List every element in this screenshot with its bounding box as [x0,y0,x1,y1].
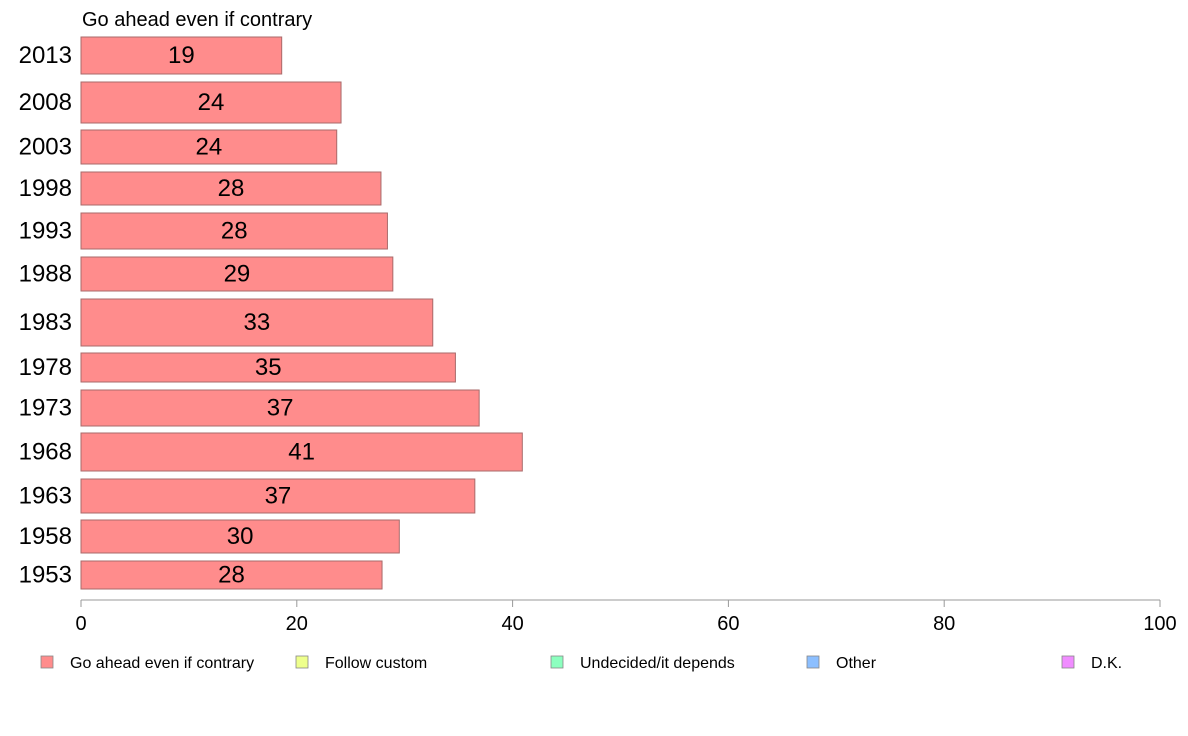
value-label-1963: 37 [265,483,292,510]
value-label-1953: 28 [218,562,245,589]
bar-1968 [80,432,523,472]
value-label-1973: 37 [267,395,294,422]
bar-1958 [80,519,400,554]
bar-1983 [80,298,434,347]
category-label-1953: 1953 [19,562,72,589]
legend-label-2: Undecided/it depends [580,655,735,672]
bar-1988 [80,256,394,292]
value-label-1993: 28 [221,218,248,245]
bar-1973 [80,389,480,427]
category-label-1978: 1978 [19,354,72,381]
category-label-1998: 1998 [19,175,72,202]
legend-swatch-3 [806,655,820,669]
x-axis: 0 20 40 60 80 100 [75,599,1177,635]
value-label-2008: 24 [198,89,225,116]
category-label-1993: 1993 [19,218,72,245]
category-label-2003: 2003 [19,134,72,161]
category-label-2013: 2013 [19,42,72,69]
x-tick-label-100: 100 [1143,613,1176,635]
bar-1998 [80,171,382,206]
bar-1953 [80,560,383,590]
category-label-2008: 2008 [19,89,72,116]
legend-label-4: D.K. [1091,655,1122,672]
legend-label-0: Go ahead even if contrary [70,655,254,672]
value-label-2003: 24 [196,134,223,161]
value-label-1998: 28 [218,175,245,202]
value-label-1968: 41 [288,439,315,466]
bar-2008 [80,81,342,124]
bar-1993 [80,212,388,250]
bars-group: 2013 19 2008 24 2003 24 1998 28 1993 28 1988 29 1983… [19,36,523,590]
category-label-1958: 1958 [19,523,72,550]
bar-2003 [80,129,338,165]
legend-swatch-1 [295,655,309,669]
chart-title: Go ahead even if contrary [82,9,312,31]
x-tick-label-60: 60 [717,613,739,635]
value-label-1983: 33 [244,309,271,336]
category-label-1968: 1968 [19,439,72,466]
x-tick-label-40: 40 [501,613,523,635]
legend: Go ahead even if contrary Follow custom Un… [40,655,1122,672]
legend-swatch-2 [550,655,564,669]
bar-2013 [80,36,283,75]
value-label-2013: 19 [168,42,195,69]
category-label-1988: 1988 [19,261,72,288]
legend-swatch-0 [40,655,54,669]
x-tick-label-20: 20 [286,613,308,635]
category-label-1963: 1963 [19,483,72,510]
category-label-1973: 1973 [19,395,72,422]
x-tick-label-80: 80 [933,613,955,635]
legend-label-1: Follow custom [325,655,427,672]
category-label-1983: 1983 [19,309,72,336]
value-label-1978: 35 [255,354,282,381]
legend-label-3: Other [836,655,877,672]
bar-1963 [80,478,476,514]
value-label-1988: 29 [224,261,251,288]
x-tick-label-0: 0 [75,613,86,635]
value-label-1958: 30 [227,523,254,550]
legend-swatch-4 [1061,655,1075,669]
bar-1978 [80,352,456,383]
